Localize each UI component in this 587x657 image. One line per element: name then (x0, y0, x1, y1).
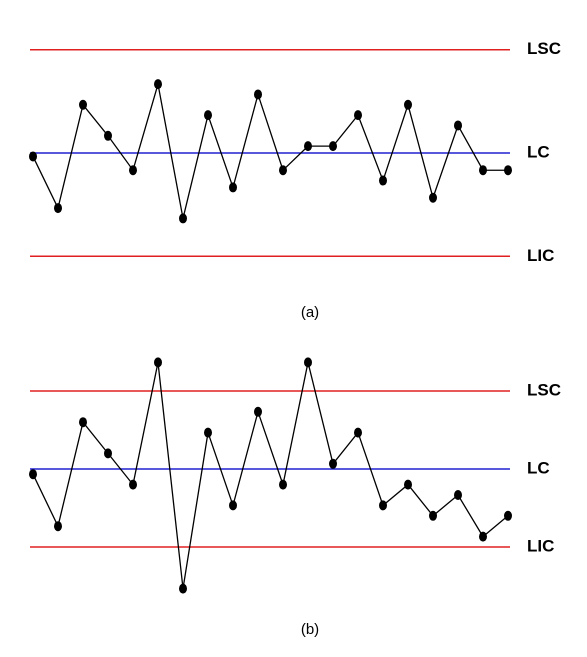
data-point (129, 479, 137, 490)
data-point (304, 357, 312, 368)
data-point (354, 110, 362, 121)
data-point (179, 213, 187, 224)
data-point (154, 79, 162, 90)
limit-label: LIC (527, 536, 554, 555)
limit-label: LC (527, 142, 550, 161)
data-point (454, 120, 462, 131)
data-point (54, 521, 62, 532)
data-point (179, 583, 187, 594)
data-point (404, 99, 412, 110)
data-point (254, 406, 262, 417)
data-point (504, 165, 512, 176)
data-point (454, 490, 462, 500)
data-point (404, 479, 412, 490)
data-point (279, 479, 287, 490)
data-point (329, 458, 337, 469)
data-point (204, 427, 212, 438)
data-point (279, 165, 287, 176)
series-line (32, 362, 509, 589)
data-point (154, 357, 162, 368)
data-point (429, 510, 437, 521)
data-point (104, 130, 112, 141)
data-point (29, 469, 37, 480)
data-point (354, 427, 362, 438)
data-point (304, 141, 312, 152)
data-point (79, 417, 87, 428)
data-point (329, 141, 337, 152)
data-point (79, 99, 87, 110)
data-point (204, 110, 212, 121)
data-point (479, 531, 487, 542)
data-point (479, 165, 487, 176)
limit-label: LSC (527, 39, 561, 58)
data-point (229, 182, 237, 193)
data-point (379, 175, 387, 186)
series-line (32, 83, 508, 219)
limit-label: LIC (527, 246, 554, 265)
data-point (29, 151, 37, 162)
data-point (379, 500, 387, 511)
data-point (429, 192, 437, 203)
chart-caption: (a) (301, 304, 319, 321)
data-point (229, 500, 237, 511)
chart-caption: (b) (301, 621, 319, 638)
limit-label: LC (527, 458, 550, 477)
limit-label: LSC (527, 380, 561, 399)
data-point (254, 89, 262, 100)
data-point (129, 165, 137, 176)
data-point (504, 510, 512, 521)
data-point (104, 448, 112, 459)
data-point (54, 203, 62, 214)
